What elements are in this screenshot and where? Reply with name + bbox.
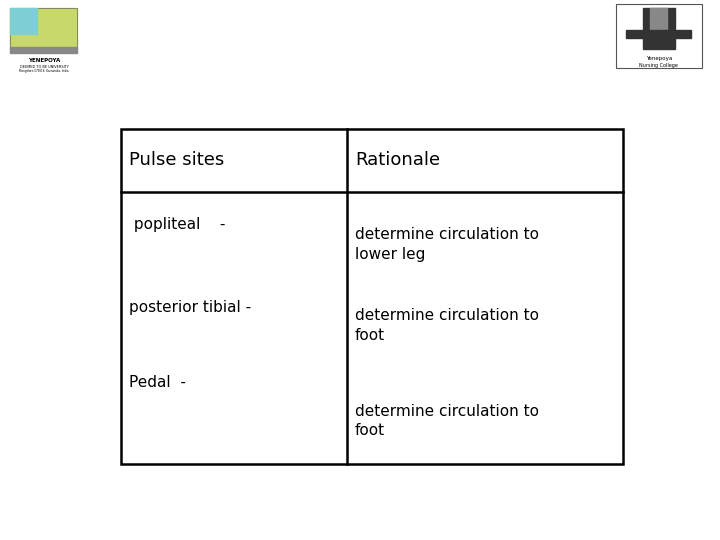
Bar	[10, 47, 77, 53]
Bar	[10, 8, 37, 34]
Text: popliteal    -: popliteal -	[129, 217, 225, 232]
Bar	[10, 8, 77, 49]
Bar	[650, 8, 667, 30]
Bar	[642, 8, 675, 49]
Text: posterior tibial -: posterior tibial -	[129, 300, 251, 315]
Text: Pulse sites: Pulse sites	[129, 151, 225, 170]
Bar	[616, 4, 702, 68]
Bar	[10, 8, 77, 49]
Text: determine circulation to
foot: determine circulation to foot	[355, 404, 539, 438]
Bar	[626, 30, 691, 38]
Text: Nursing College: Nursing College	[639, 63, 678, 68]
Text: DEEMED TO BE UNIVERSITY: DEEMED TO BE UNIVERSITY	[19, 64, 68, 69]
Text: Mangalore-575018, Karnataka, India: Mangalore-575018, Karnataka, India	[19, 69, 68, 73]
Text: Pedal  -: Pedal -	[129, 375, 186, 389]
Text: Rationale: Rationale	[355, 151, 440, 170]
Text: YENEPOYA: YENEPOYA	[28, 58, 60, 63]
Bar	[121, 129, 623, 464]
Text: Yenepoya: Yenepoya	[646, 57, 672, 62]
Text: determine circulation to
lower leg: determine circulation to lower leg	[355, 227, 539, 262]
Text: determine circulation to
foot: determine circulation to foot	[355, 308, 539, 343]
